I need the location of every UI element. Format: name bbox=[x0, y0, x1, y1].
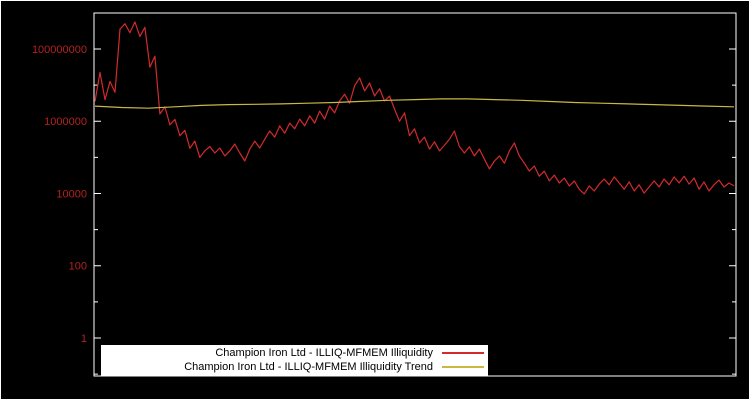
legend-item-illiquidity: Champion Iron Ltd - ILLIQ-MFMEM Illiquid… bbox=[105, 346, 484, 360]
legend: Champion Iron Ltd - ILLIQ-MFMEM Illiquid… bbox=[101, 345, 488, 376]
legend-label-illiquidity: Champion Iron Ltd - ILLIQ-MFMEM Illiquid… bbox=[215, 347, 433, 359]
y-axis-tick-label: 100000000 bbox=[32, 44, 87, 56]
y-axis-tick-label: 1 bbox=[81, 333, 87, 345]
legend-line-sample-illiquidity bbox=[442, 352, 484, 354]
series-line-trend bbox=[94, 98, 735, 109]
legend-item-trend: Champion Iron Ltd - ILLIQ-MFMEM Illiquid… bbox=[105, 360, 484, 374]
plot-border bbox=[93, 12, 737, 377]
legend-line-sample-trend bbox=[442, 366, 484, 368]
series-line-illiquidity bbox=[94, 21, 735, 195]
legend-label-trend: Champion Iron Ltd - ILLIQ-MFMEM Illiquid… bbox=[184, 361, 433, 373]
y-axis-tick-label: 10000 bbox=[56, 188, 87, 200]
y-axis-tick-label: 1000000 bbox=[44, 116, 87, 128]
y-axis-tick-label: 100 bbox=[69, 261, 87, 273]
